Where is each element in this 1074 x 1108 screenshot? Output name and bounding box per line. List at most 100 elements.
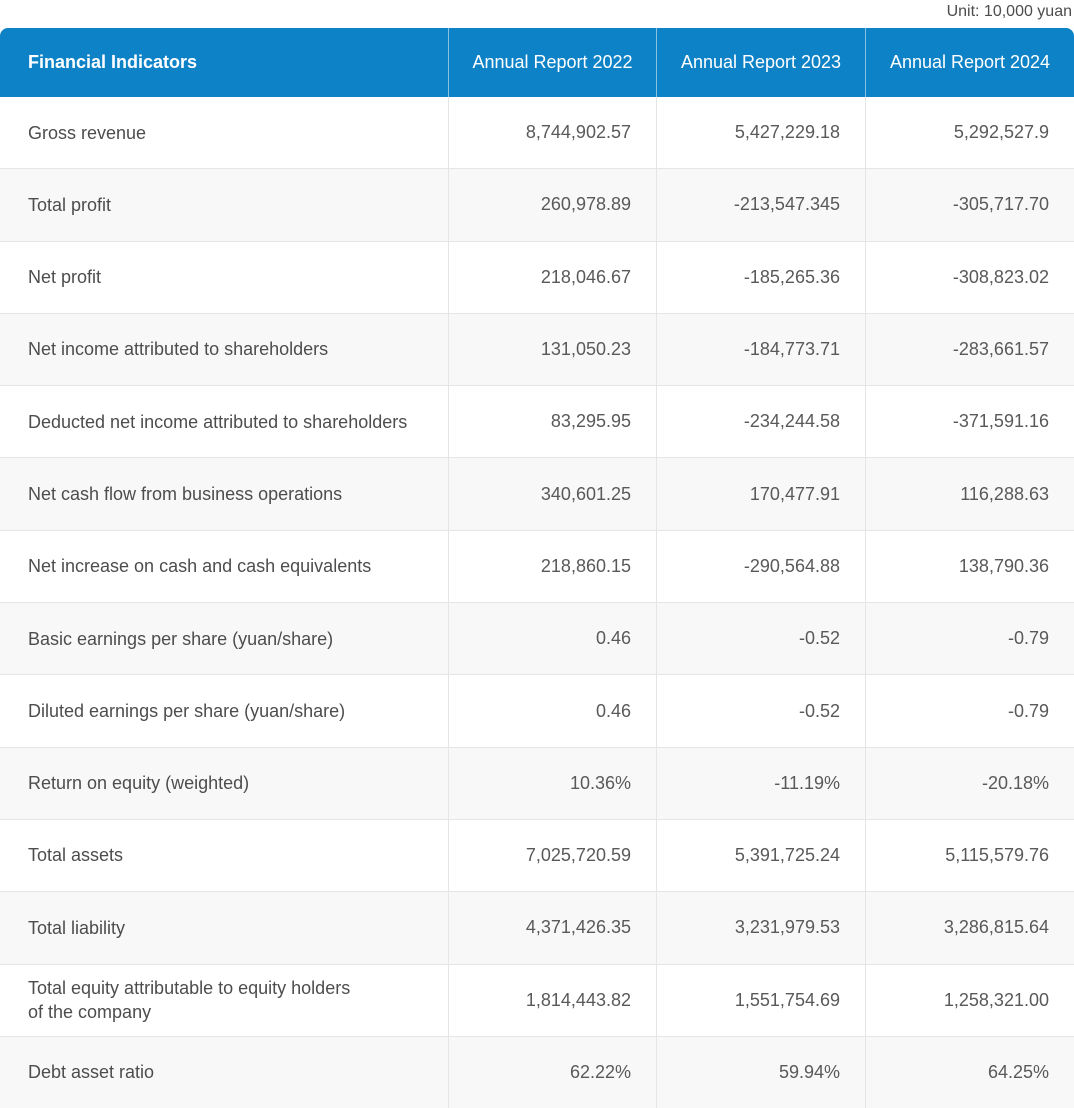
value-2023-cell: -184,773.71 [656, 313, 865, 386]
value-2022-cell: 0.46 [448, 603, 656, 675]
value-2022-cell: 83,295.95 [448, 386, 656, 458]
header-annual-report-2022: Annual Report 2022 [448, 28, 656, 97]
value-2023: -185,265.36 [743, 266, 840, 287]
value-2024-cell: 116,288.63 [865, 458, 1074, 530]
value-2022: 7,025,720.59 [525, 845, 631, 866]
value-2022: 4,371,426.35 [525, 917, 631, 938]
value-2023: 3,231,979.53 [734, 917, 840, 938]
indicator-label: Debt asset ratio [28, 1062, 155, 1083]
indicator-label: Deducted net income attributed to shareh… [28, 411, 408, 432]
value-2024-cell: -0.79 [865, 675, 1074, 747]
value-2022-cell: 0.46 [448, 675, 656, 747]
indicator-label: Net increase on cash and cash equivalent… [28, 556, 372, 577]
indicator-cell: Total equity attributable to equity hold… [0, 965, 448, 1036]
indicator-cell: Basic earnings per share (yuan/share) [0, 603, 448, 674]
value-2023-cell: -234,244.58 [656, 386, 865, 458]
indicator-label: Total assets [28, 845, 124, 866]
value-2023-cell: -11.19% [656, 747, 865, 819]
value-2023: 5,391,725.24 [734, 845, 840, 866]
value-2023-cell: -0.52 [656, 603, 865, 675]
indicator-cell: Total profit [0, 169, 448, 240]
value-2022: 131,050.23 [540, 339, 631, 360]
value-2024-cell: -371,591.16 [865, 386, 1074, 458]
value-2023: -0.52 [798, 700, 840, 721]
table-row: Total liability 4,371,426.35 3,231,979.5… [0, 892, 1074, 965]
indicator-label: Total liability [28, 917, 126, 938]
value-2023: 170,477.91 [749, 483, 840, 504]
table-row: Basic earnings per share (yuan/share) 0.… [0, 603, 1074, 676]
value-2023-cell: -185,265.36 [656, 241, 865, 313]
value-2024: 5,115,579.76 [945, 845, 1049, 866]
indicator-cell: Deducted net income attributed to shareh… [0, 386, 448, 457]
indicator-label: Total equity attributable to equity hold… [28, 977, 351, 1023]
value-2024: -20.18% [981, 772, 1049, 793]
value-2024: -305,717.70 [952, 194, 1049, 215]
value-2024-cell: -20.18% [865, 747, 1074, 819]
value-2024: 138,790.36 [958, 555, 1049, 576]
table-row: Net cash flow from business operations 3… [0, 458, 1074, 531]
indicator-cell: Net increase on cash and cash equivalent… [0, 531, 448, 602]
header-annual-report-2023: Annual Report 2023 [656, 28, 865, 97]
value-2024: -308,823.02 [952, 266, 1049, 287]
value-2024: 64.25% [987, 1062, 1049, 1082]
indicator-label: Net income attributed to shareholders [28, 339, 329, 360]
table-row: Gross revenue 8,744,902.57 5,427,229.18 … [0, 97, 1074, 170]
value-2023: 1,551,754.69 [734, 989, 840, 1010]
value-2022: 218,860.15 [540, 555, 631, 576]
value-2024: -0.79 [1007, 628, 1049, 649]
value-2022: 218,046.67 [540, 266, 631, 287]
value-2022-cell: 260,978.89 [448, 169, 656, 241]
value-2024: 116,288.63 [960, 483, 1049, 504]
table-row: Net income attributed to shareholders 13… [0, 313, 1074, 387]
value-2022: 0.46 [595, 628, 631, 649]
table-body: Gross revenue 8,744,902.57 5,427,229.18 … [0, 97, 1074, 1108]
value-2022: 260,978.89 [540, 194, 631, 215]
indicator-label: Return on equity (weighted) [28, 773, 250, 794]
indicator-cell: Total assets [0, 820, 448, 891]
value-2024: -0.79 [1007, 700, 1049, 721]
value-2022-cell: 131,050.23 [448, 313, 656, 386]
table-row: Diluted earnings per share (yuan/share) … [0, 675, 1074, 748]
value-2022-cell: 8,744,902.57 [448, 97, 656, 169]
value-2024-cell: -305,717.70 [865, 169, 1074, 241]
value-2024: -283,661.57 [952, 339, 1049, 360]
value-2024-cell: -283,661.57 [865, 313, 1074, 386]
value-2023: 59.94% [778, 1062, 840, 1082]
value-2024: 3,286,815.64 [943, 917, 1049, 938]
value-2023-cell: -213,547.345 [656, 169, 865, 241]
table-row: Total equity attributable to equity hold… [0, 964, 1074, 1037]
value-2023: -11.19% [774, 772, 840, 793]
value-2023-cell: 170,477.91 [656, 458, 865, 530]
indicator-cell: Net profit [0, 242, 448, 313]
value-2023: 5,427,229.18 [734, 122, 840, 143]
value-2023: -234,244.58 [743, 411, 840, 432]
indicator-label: Net cash flow from business operations [28, 483, 343, 504]
header-annual-report-2024: Annual Report 2024 [865, 28, 1074, 97]
value-2023: -184,773.71 [743, 339, 840, 360]
value-2023-cell: 5,427,229.18 [656, 97, 865, 169]
indicator-label: Gross revenue [28, 122, 147, 143]
value-2023: -0.52 [798, 628, 840, 649]
value-2024-cell: -0.79 [865, 603, 1074, 675]
value-2023-cell: 59.94% [656, 1036, 865, 1108]
value-2022-cell: 62.22% [448, 1036, 656, 1108]
indicator-cell: Gross revenue [0, 97, 448, 168]
unit-label: Unit: 10,000 yuan [946, 3, 1072, 20]
value-2022-cell: 10.36% [448, 747, 656, 819]
indicator-label: Diluted earnings per share (yuan/share) [28, 700, 346, 721]
indicator-cell: Diluted earnings per share (yuan/share) [0, 675, 448, 746]
value-2024: -371,591.16 [952, 411, 1049, 432]
table-row: Total profit 260,978.89 -213,547.345 -30… [0, 169, 1074, 242]
table-row: Net increase on cash and cash equivalent… [0, 530, 1074, 604]
table-row: Net profit 218,046.67 -185,265.36 -308,8… [0, 241, 1074, 314]
value-2022: 10.36% [569, 772, 631, 793]
table-header-row: Financial Indicators Annual Report 2022 … [0, 28, 1074, 97]
value-2022-cell: 218,046.67 [448, 241, 656, 313]
value-2023-cell: -0.52 [656, 675, 865, 747]
value-2022: 340,601.25 [540, 483, 631, 504]
value-2023-cell: -290,564.88 [656, 530, 865, 603]
value-2023: -213,547.345 [733, 194, 840, 215]
value-2024-cell: 64.25% [865, 1036, 1074, 1108]
value-2023-cell: 3,231,979.53 [656, 892, 865, 964]
value-2022: 1,814,443.82 [525, 989, 631, 1010]
